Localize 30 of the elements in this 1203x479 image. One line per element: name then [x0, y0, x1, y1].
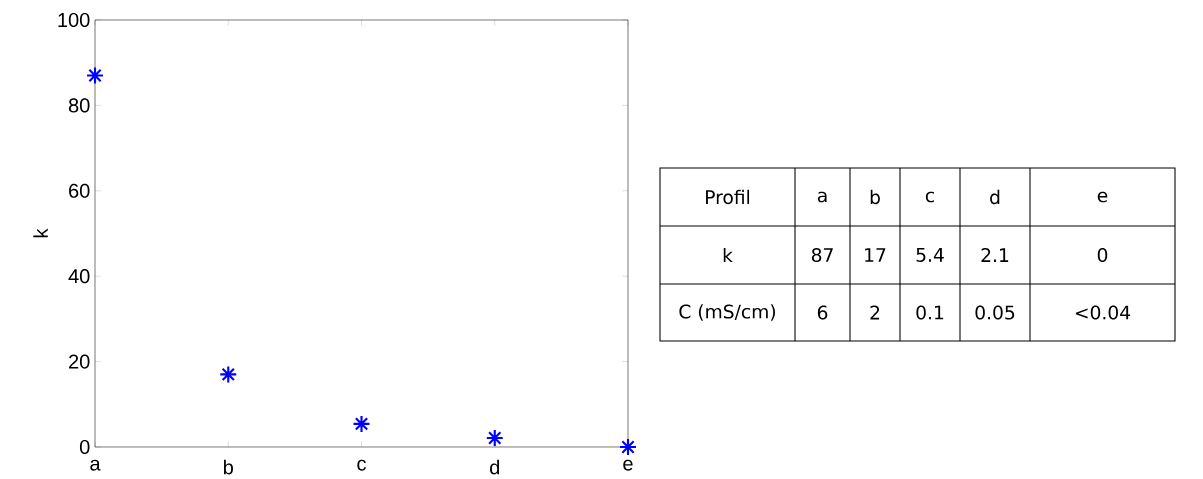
x-tick-label: a	[90, 459, 101, 471]
text: 0	[1097, 248, 1108, 263]
text: 87	[811, 248, 833, 263]
text: k	[723, 247, 733, 263]
y-tick-label: 0	[79, 439, 90, 455]
x-tick-label: d	[490, 459, 500, 475]
x-tick-label: b	[224, 459, 233, 475]
text: 5.4	[916, 248, 944, 263]
y-tick-label: 40	[68, 269, 90, 284]
text: C (mS/cm)	[679, 304, 776, 321]
category-label: e	[1097, 191, 1108, 203]
text: 2	[870, 305, 880, 320]
category-label: b	[870, 189, 880, 205]
x-tick-label: c	[357, 459, 366, 471]
text: <0.04	[1075, 305, 1131, 320]
category-label: d	[990, 189, 1000, 205]
category-label: c	[925, 191, 934, 203]
text: 17	[865, 248, 886, 262]
category-label: a	[817, 191, 827, 203]
text: Profil	[706, 189, 750, 205]
text: 6	[817, 305, 828, 320]
y-tick-label: 100	[58, 12, 90, 28]
y-tick-label: 80	[68, 98, 90, 113]
y-tick-label: 20	[69, 354, 90, 369]
y-tick-label: 60	[69, 183, 90, 198]
x-tick-label: e	[623, 459, 633, 471]
text: 0.1	[916, 305, 944, 320]
text: 2.1	[981, 248, 1009, 262]
y-axis-title: k	[33, 228, 48, 238]
text: 0.05	[975, 305, 1015, 320]
